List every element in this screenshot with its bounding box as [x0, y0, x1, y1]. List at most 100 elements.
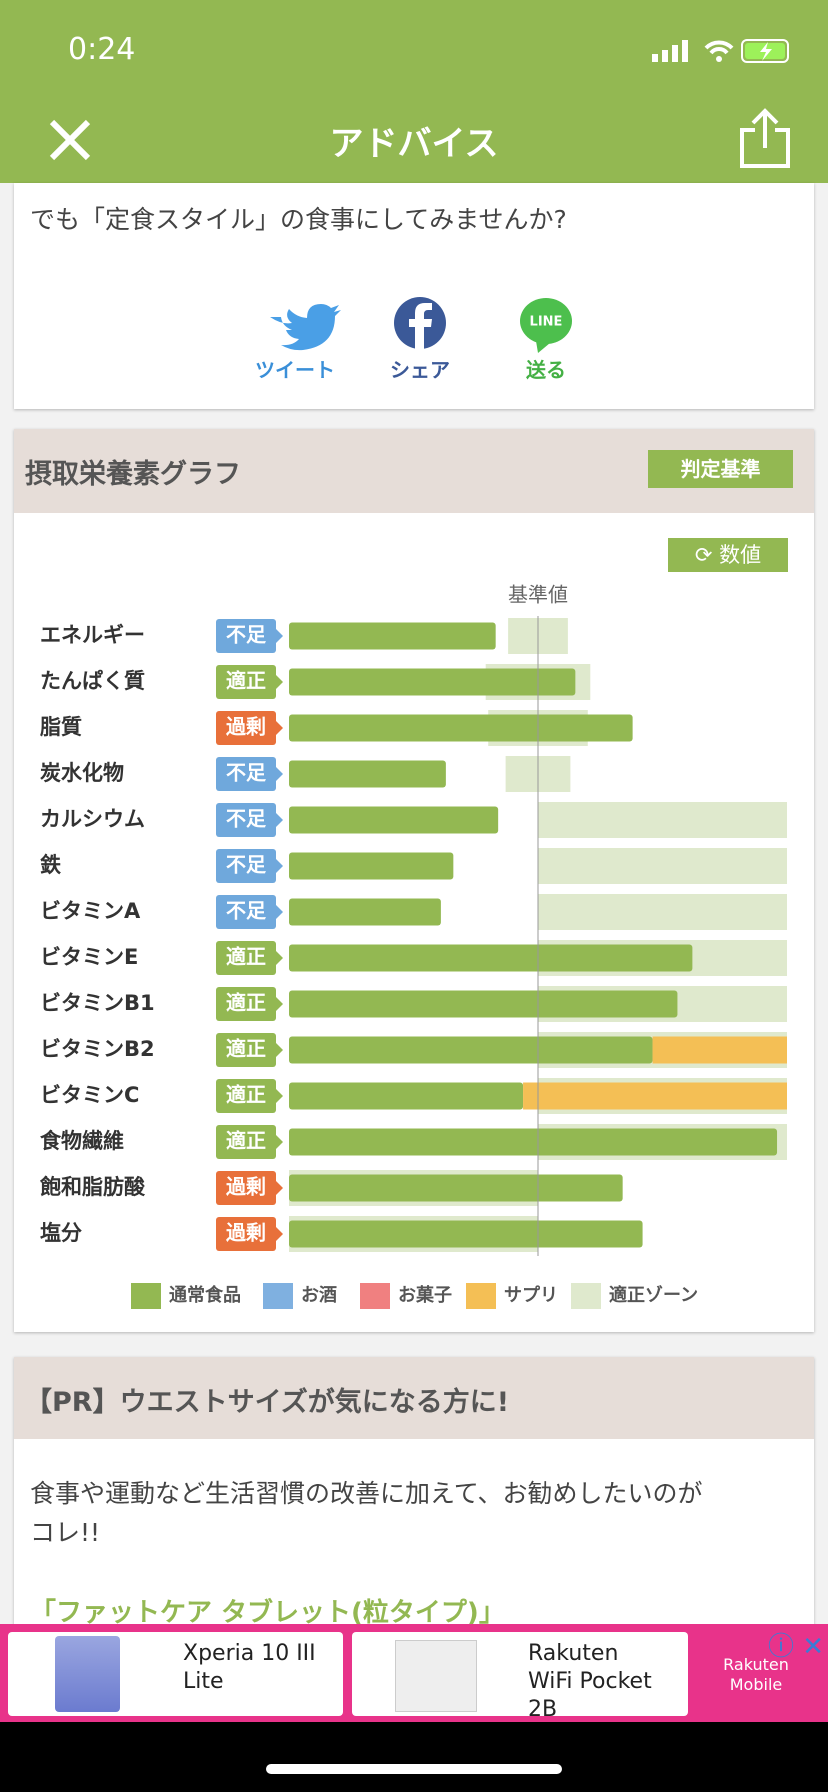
pr-title: 【PR】ウエストサイズが気になる方に!: [25, 1387, 510, 1418]
status-badge: [216, 1171, 276, 1205]
legend-label: サプリ: [504, 1284, 558, 1306]
legend-label: お菓子: [398, 1284, 452, 1306]
pr-body: コレ!!: [30, 1518, 101, 1547]
status-badge: [216, 987, 276, 1021]
status-arrow: [276, 905, 283, 919]
pr-header: [14, 1357, 814, 1439]
toggle-button[interactable]: ⟳ 数値: [668, 538, 788, 572]
status-badge: [216, 757, 276, 791]
status-badge: [216, 1125, 276, 1159]
status-badge: [216, 1033, 276, 1067]
zone: [538, 802, 787, 838]
bar-segment: [289, 622, 496, 650]
bar-segment: [289, 990, 678, 1018]
status-label: 過剰: [226, 1175, 266, 1199]
bar-segment: [289, 944, 693, 972]
status-label: 不足: [226, 899, 267, 923]
category-label: ビタミンB2: [40, 1037, 155, 1061]
share-icons: LINE: [270, 297, 572, 353]
header-bar: [0, 0, 828, 183]
legend-swatch: [466, 1283, 496, 1309]
category-label: ビタミンA: [40, 899, 141, 923]
advice-card: [14, 183, 814, 409]
status-badge: [216, 849, 276, 883]
close-button[interactable]: [48, 118, 92, 162]
status-badge: [216, 803, 276, 837]
status-label: 不足: [226, 761, 267, 785]
legend-label: 適正ゾーン: [609, 1284, 698, 1306]
share-label[interactable]: ツイート: [255, 358, 335, 382]
status-badge: [216, 895, 276, 929]
category-label: ビタミンE: [40, 945, 138, 969]
home-indicator: [266, 1764, 562, 1774]
reference-label: 基準値: [508, 583, 568, 607]
category-label: 脂質: [40, 715, 82, 739]
status-arrow: [276, 951, 283, 965]
category-label: ビタミンC: [40, 1083, 139, 1107]
bar-segment: [289, 1128, 778, 1156]
share-label[interactable]: シェア: [390, 358, 450, 382]
status-arrow: [276, 813, 283, 827]
category-label: カルシウム: [40, 807, 145, 831]
status-arrow: [276, 1135, 283, 1149]
status-badge: [216, 941, 276, 975]
bar-segment: [289, 852, 454, 880]
bar-segment: [289, 806, 499, 834]
line-icon-text: LINE: [530, 315, 563, 330]
ad-label[interactable]: Xperia 10 III Lite: [183, 1641, 316, 1694]
category-label: 食物繊維: [40, 1129, 124, 1153]
advice-text: でも「定食スタイル」の食事にしてみませんか?: [30, 205, 567, 234]
status-arrow: [276, 1227, 283, 1241]
pr-body: 食事や運動など生活習慣の改善に加えて、お勧めしたいのが: [30, 1479, 703, 1508]
status-arrow: [276, 721, 283, 735]
legend-label: お酒: [301, 1284, 337, 1306]
category-label: たんぱく質: [40, 669, 145, 693]
category-label: 飽和脂肪酸: [39, 1175, 146, 1199]
share-label[interactable]: 送る: [526, 358, 566, 382]
share-button[interactable]: [738, 108, 792, 170]
status-label: 適正: [226, 1129, 266, 1153]
ad-image: [55, 1636, 120, 1712]
category-label: ビタミンB1: [40, 991, 155, 1015]
status-arrow: [276, 1181, 283, 1195]
status-label: 過剰: [226, 715, 266, 739]
status-label: 適正: [226, 991, 266, 1015]
graph-title: 摂取栄養素グラフ: [25, 459, 241, 490]
status-badge: [216, 711, 276, 745]
pr-link[interactable]: 「ファットケア タブレット(粒タイプ)」: [30, 1598, 505, 1628]
status-arrow: [276, 1089, 283, 1103]
ad-label[interactable]: Rakuten WiFi Pocket 2B: [528, 1641, 652, 1720]
status-arrow: [276, 767, 283, 781]
status-badge: [216, 1079, 276, 1113]
criteria-button[interactable]: 判定基準: [648, 450, 793, 488]
bar-segment: [523, 1082, 787, 1110]
bar-segment: [289, 1082, 524, 1110]
bar-segment: [289, 1220, 643, 1248]
category-label: 鉄: [40, 853, 61, 877]
category-label: エネルギー: [40, 623, 145, 647]
status-arrow: [276, 629, 283, 643]
legend-swatch: [571, 1283, 601, 1309]
bar-segment: [652, 1036, 787, 1064]
bar-segment: [289, 668, 576, 696]
status-badge: [216, 619, 276, 653]
header-title: アドバイス: [329, 124, 499, 164]
ad-close[interactable]: ⓘ ✕: [768, 1632, 825, 1662]
bar-segment: [289, 1036, 653, 1064]
legend-swatch: [360, 1283, 390, 1309]
status-label: 適正: [226, 1037, 266, 1061]
ad-logo: Rakuten Mobile: [723, 1655, 789, 1694]
status-badge: [216, 665, 276, 699]
zone: [538, 848, 787, 884]
status-label: 不足: [226, 853, 267, 877]
status-badge: [216, 1217, 276, 1251]
status-label: 適正: [226, 669, 266, 693]
bar-segment: [289, 898, 441, 926]
status-icons: [652, 39, 789, 63]
time: 0:24: [68, 32, 136, 67]
status-label: 適正: [226, 1083, 266, 1107]
category-label: 塩分: [40, 1221, 82, 1245]
bottom-bar: [0, 1722, 828, 1792]
